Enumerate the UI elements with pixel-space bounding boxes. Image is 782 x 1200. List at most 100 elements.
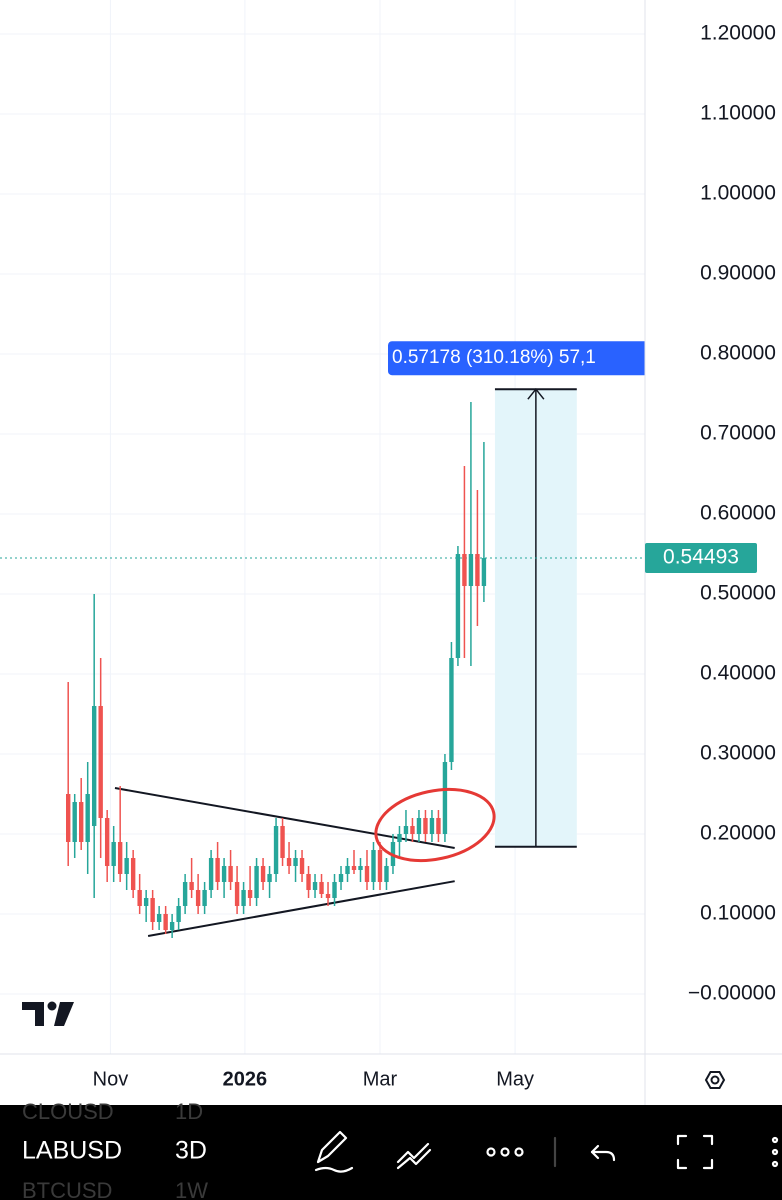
interval[interactable]: 3D (175, 1137, 207, 1165)
candle-body (228, 866, 233, 882)
y-tick-label: 1.20000 (700, 22, 776, 45)
candle-body (416, 818, 422, 834)
candle-body (306, 874, 311, 890)
x-tick-label: Mar (363, 1068, 398, 1090)
candle-body (189, 882, 194, 890)
y-tick-label: 0.60000 (700, 502, 776, 525)
x-tick-label: 2026 (223, 1068, 268, 1090)
candle-body (358, 866, 363, 870)
candle-body (176, 906, 181, 922)
candle-body (338, 874, 344, 882)
x-tick-label: May (496, 1068, 534, 1090)
candle-body (351, 866, 357, 870)
candle-body (156, 914, 162, 922)
candle-body (481, 558, 487, 586)
y-tick-label: 0.70000 (700, 422, 776, 445)
y-tick-label: 0.50000 (700, 582, 776, 605)
candle-body (111, 842, 116, 866)
candle-body (91, 706, 97, 826)
measure-label-text: 0.57178 (310.18%) 57,1 (392, 347, 596, 368)
toolbar (0, 1105, 782, 1200)
interval-ghost: 1W (175, 1178, 208, 1200)
candle-body (286, 858, 292, 866)
candle-body (273, 826, 279, 874)
candle-body (442, 762, 448, 834)
candle-body (98, 706, 103, 818)
candle-body (397, 834, 402, 842)
candle-body (267, 874, 272, 882)
candle-body (299, 858, 305, 874)
candle-body (280, 826, 285, 858)
candle-body (293, 858, 298, 866)
y-tick-label: 1.00000 (700, 182, 776, 205)
candle-body (423, 818, 428, 834)
candle-body (260, 866, 266, 882)
candle-body (429, 818, 435, 834)
tradingview-logo (22, 1001, 74, 1026)
measure-label: 0.57178 (310.18%) 57,1 (388, 341, 645, 376)
y-tick-label: 0.10000 (700, 902, 776, 925)
x-tick-label: Nov (93, 1068, 129, 1090)
candle-body (163, 914, 168, 930)
draw-icon[interactable] (314, 1130, 354, 1173)
candle-body (130, 858, 136, 890)
candle-body (377, 850, 383, 882)
symbol[interactable]: LABUSD (22, 1137, 122, 1165)
candle-body (319, 882, 324, 894)
candle-body (241, 890, 246, 906)
candle-body (117, 842, 123, 874)
candle-body (462, 554, 467, 586)
interval-ghost: 1D (175, 1099, 203, 1124)
candle-body (254, 866, 259, 898)
candle-body (202, 890, 207, 906)
candle-body (78, 802, 84, 842)
candle-body (104, 818, 110, 866)
axes: −0.00000 0.10000 0.20000 0.30000 0.40000 0.50… (93, 22, 776, 1091)
menu-icon[interactable] (771, 1136, 779, 1168)
more-icon[interactable] (486, 1147, 524, 1157)
candle-body (234, 882, 240, 906)
y-tick-label: 1.10000 (700, 102, 776, 125)
measure-label-box (388, 341, 645, 376)
candle-body (449, 658, 454, 762)
candle-body (208, 858, 214, 890)
candle-body (124, 858, 129, 874)
trendline (147, 880, 455, 937)
candle-body (325, 894, 331, 898)
y-tick-label: 0.40000 (700, 662, 776, 685)
y-tick-label: 0.20000 (700, 822, 776, 845)
candle-body (247, 890, 253, 898)
fullscreen-icon[interactable] (676, 1134, 714, 1170)
candle-body (66, 794, 71, 842)
undo-icon[interactable] (590, 1144, 616, 1162)
y-tick-label: 0.80000 (700, 342, 776, 365)
candle-body (143, 898, 149, 906)
last-price-tag (645, 543, 757, 574)
candle-body (72, 802, 77, 842)
candle-body (475, 554, 480, 586)
candle-body (169, 922, 175, 930)
candle-body (215, 858, 220, 882)
candle-body (332, 882, 337, 898)
candle-body (345, 866, 350, 874)
candle-body (384, 866, 389, 882)
y-tick-label: 0.30000 (700, 742, 776, 765)
candle-body (371, 850, 376, 882)
candle-body (436, 818, 441, 834)
candle-body (403, 826, 409, 834)
candle-body (221, 866, 227, 882)
lines-icon[interactable] (396, 1142, 432, 1170)
settings-icon[interactable] (704, 1071, 726, 1089)
last-price-label: 0.54493 (663, 546, 739, 569)
candle-body (468, 554, 474, 586)
symbol-ghost: BTCUSD (22, 1178, 112, 1200)
candle-body (410, 826, 415, 834)
candle-body (137, 890, 142, 906)
candle-body (150, 898, 155, 922)
y-tick-label: −0.00000 (688, 982, 776, 1005)
candle-body (312, 882, 318, 890)
measure-arrowhead (527, 387, 545, 400)
candle-body (195, 890, 201, 906)
plot: 0.57178 (310.18%) 57,1 (0, 341, 645, 938)
